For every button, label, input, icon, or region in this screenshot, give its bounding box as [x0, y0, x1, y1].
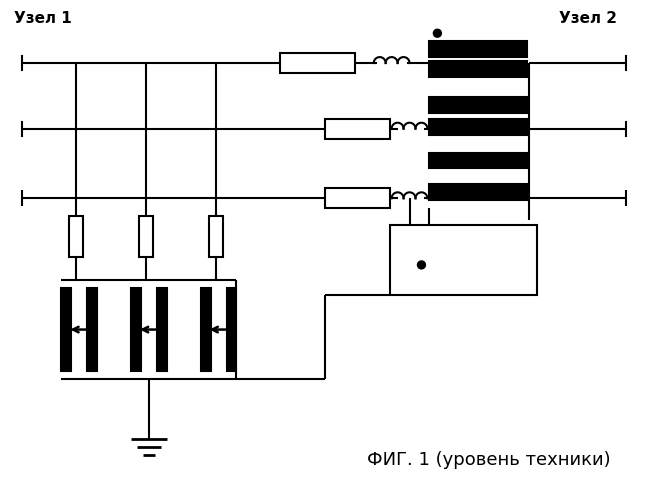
Bar	[325, 188, 390, 208]
Bar	[325, 118, 390, 139]
Text: ФИГ. 1 (уровень техники): ФИГ. 1 (уровень техники)	[367, 451, 611, 469]
Bar	[70, 216, 83, 258]
Bar	[131, 288, 141, 372]
Bar	[201, 288, 211, 372]
Bar	[430, 61, 527, 77]
Bar	[390, 225, 537, 294]
Bar	[87, 288, 97, 372]
Text: Узел 1: Узел 1	[14, 12, 72, 26]
Bar	[139, 216, 153, 258]
Bar	[227, 288, 236, 372]
Circle shape	[434, 29, 441, 37]
Bar	[430, 41, 527, 57]
Bar	[430, 184, 527, 200]
Circle shape	[417, 261, 426, 269]
Bar	[430, 97, 527, 113]
Bar	[430, 152, 527, 168]
Text: Узел 2: Узел 2	[559, 12, 616, 26]
Bar	[430, 118, 527, 134]
Bar	[280, 53, 355, 73]
Bar	[209, 216, 223, 258]
Bar	[157, 288, 167, 372]
Bar	[61, 288, 72, 372]
